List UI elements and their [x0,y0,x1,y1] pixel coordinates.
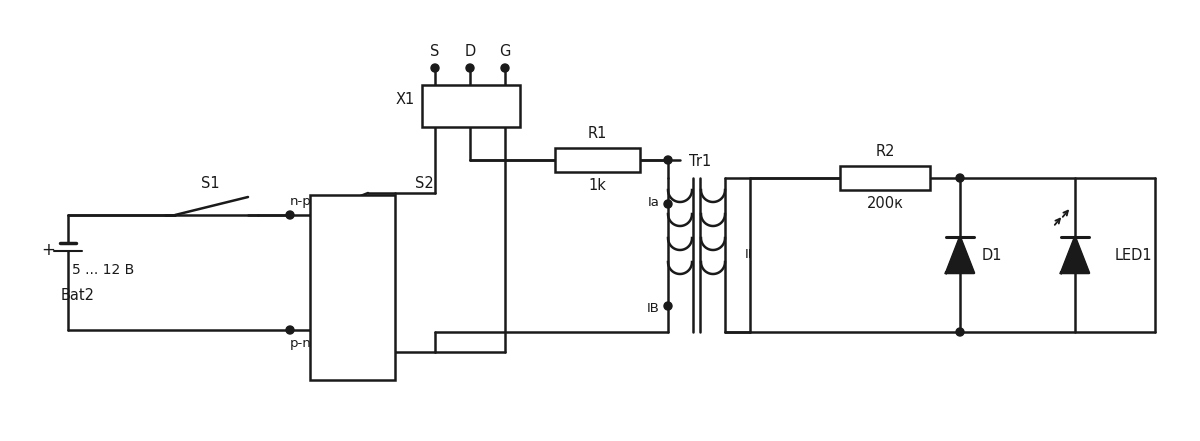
Text: R1: R1 [587,127,607,142]
Text: R2: R2 [875,145,895,160]
Bar [310,195,395,380]
Text: S: S [431,45,439,60]
Text: Iа: Iа [648,195,660,209]
Circle shape [956,174,964,182]
Bar [554,148,640,172]
Circle shape [664,156,672,164]
Text: 5 ... 12 В: 5 ... 12 В [72,263,134,277]
Text: X1: X1 [395,93,415,108]
Text: S1: S1 [200,176,220,191]
Text: IВ: IВ [647,302,660,314]
Circle shape [956,328,964,336]
Text: S2: S2 [415,176,433,191]
Polygon shape [1061,237,1090,273]
Circle shape [664,302,672,310]
Circle shape [664,200,672,208]
Circle shape [466,64,474,72]
Bar [840,166,930,190]
Text: 200к: 200к [866,197,904,212]
Text: D1: D1 [982,247,1002,262]
Text: G: G [499,45,511,60]
Text: LED1: LED1 [1115,247,1153,262]
Circle shape [502,64,509,72]
Circle shape [286,211,294,219]
Circle shape [431,64,439,72]
Circle shape [286,326,294,334]
Text: II: II [745,248,752,262]
Text: +: + [41,241,55,259]
Text: D: D [464,45,475,60]
Text: p-n-p: p-n-p [290,337,325,351]
Text: Tr1: Tr1 [689,154,712,169]
Text: n-p-n: n-p-n [290,194,325,208]
Bar [422,85,520,127]
Text: Bat2: Bat2 [61,288,95,303]
Text: 1k: 1k [588,179,606,194]
Polygon shape [946,237,974,273]
